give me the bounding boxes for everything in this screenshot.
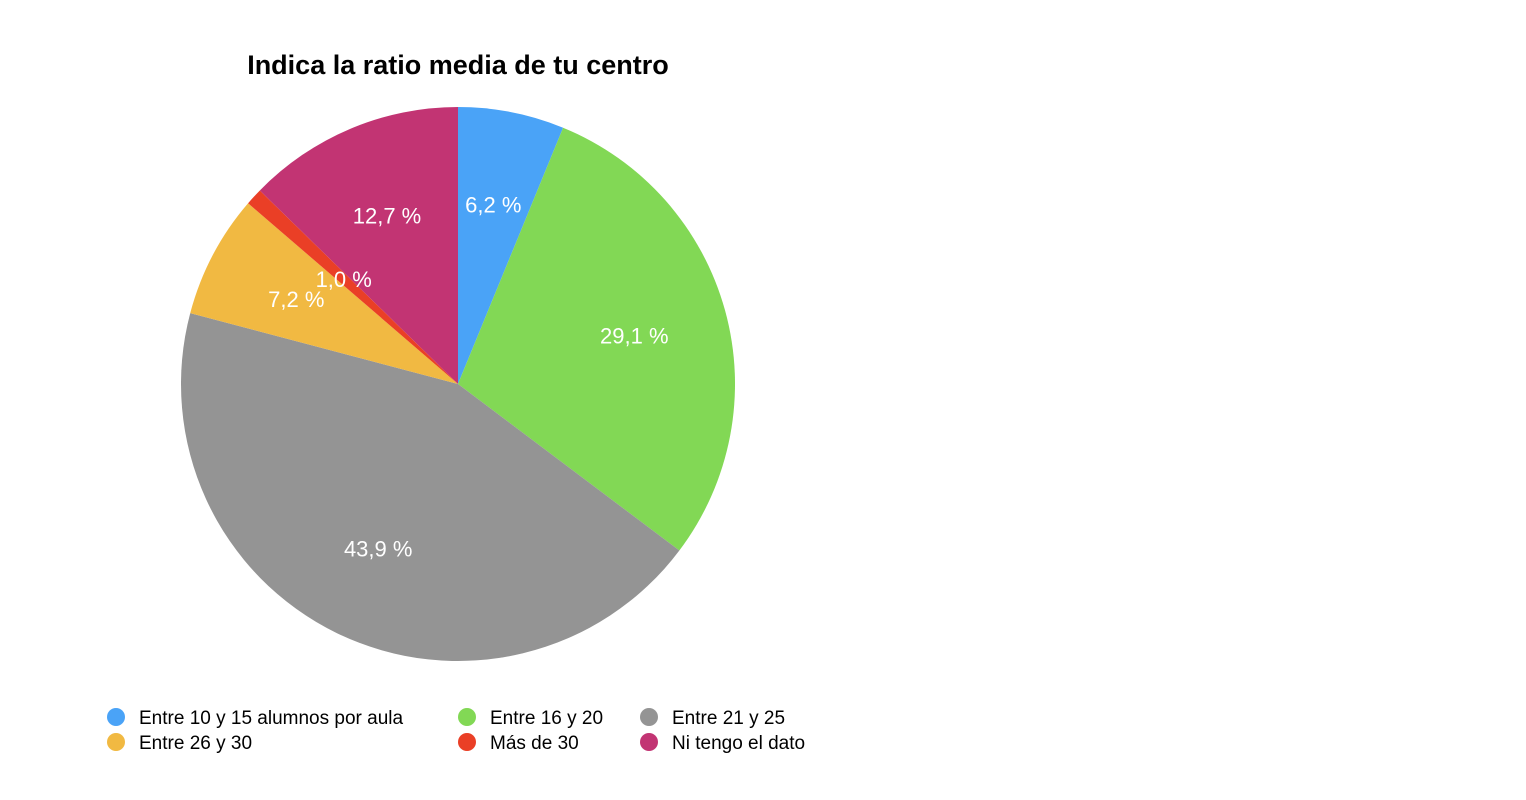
legend-item-mas-de-30: Más de 30 <box>458 733 579 754</box>
legend-label-entre-26-y-30: Entre 26 y 30 <box>139 733 252 754</box>
slice-label-ni-tengo-el-dato: 12,7 % <box>353 204 422 229</box>
slice-label-entre-21-y-25: 43,9 % <box>344 537 413 562</box>
legend-swatch-mas-de-30 <box>458 733 476 751</box>
legend-swatch-entre-16-y-20 <box>458 708 476 726</box>
legend-item-ni-tengo-el-dato: Ni tengo el dato <box>640 733 805 754</box>
legend-item-entre-26-y-30: Entre 26 y 30 <box>107 733 252 754</box>
legend-label-mas-de-30: Más de 30 <box>490 733 579 754</box>
pie-slice-ni-tengo-el-dato <box>259 107 458 384</box>
legend-label-entre-16-y-20: Entre 16 y 20 <box>490 708 603 729</box>
legend-item-entre-21-y-25: Entre 21 y 25 <box>640 708 785 729</box>
pie-slice-entre-21-y-25 <box>180 313 680 662</box>
slice-label-entre-16-y-20: 29,1 % <box>600 324 669 349</box>
legend-swatch-entre-21-y-25 <box>640 708 658 726</box>
slice-label-entre-26-y-30: 7,2 % <box>268 287 324 312</box>
pie-slice-entre-10-y-15-alumnos-por-aula <box>458 107 564 384</box>
legend-swatch-entre-26-y-30 <box>107 733 125 751</box>
pie-slices <box>180 107 736 662</box>
legend: Entre 10 y 15 alumnos por aula Entre 16 y… <box>107 708 805 754</box>
legend-item-entre-10-y-15-alumnos-por-aula: Entre 10 y 15 alumnos por aula <box>107 708 403 729</box>
legend-swatch-ni-tengo-el-dato <box>640 733 658 751</box>
legend-label-entre-21-y-25: Entre 21 y 25 <box>672 708 785 729</box>
chart-title: Indica la ratio media de tu centro <box>247 50 669 80</box>
pie-slice-entre-16-y-20 <box>458 127 736 551</box>
legend-label-entre-10-y-15-alumnos-por-aula: Entre 10 y 15 alumnos por aula <box>139 708 403 729</box>
legend-swatch-entre-10-y-15-alumnos-por-aula <box>107 708 125 726</box>
pie-slice-mas-de-30 <box>248 190 458 384</box>
slice-labels: 6,2 % 29,1 % 43,9 % 7,2 %1,0 % 12,7 % <box>268 193 668 562</box>
legend-label-ni-tengo-el-dato: Ni tengo el dato <box>672 733 805 754</box>
slice-label-entre-10-y-15-alumnos-por-aula: 6,2 % <box>465 193 521 218</box>
pie-slice-entre-26-y-30 <box>190 203 459 384</box>
slice-label-mas-de-30: 1,0 % <box>316 267 372 292</box>
legend-item-entre-16-y-20: Entre 16 y 20 <box>458 708 603 729</box>
